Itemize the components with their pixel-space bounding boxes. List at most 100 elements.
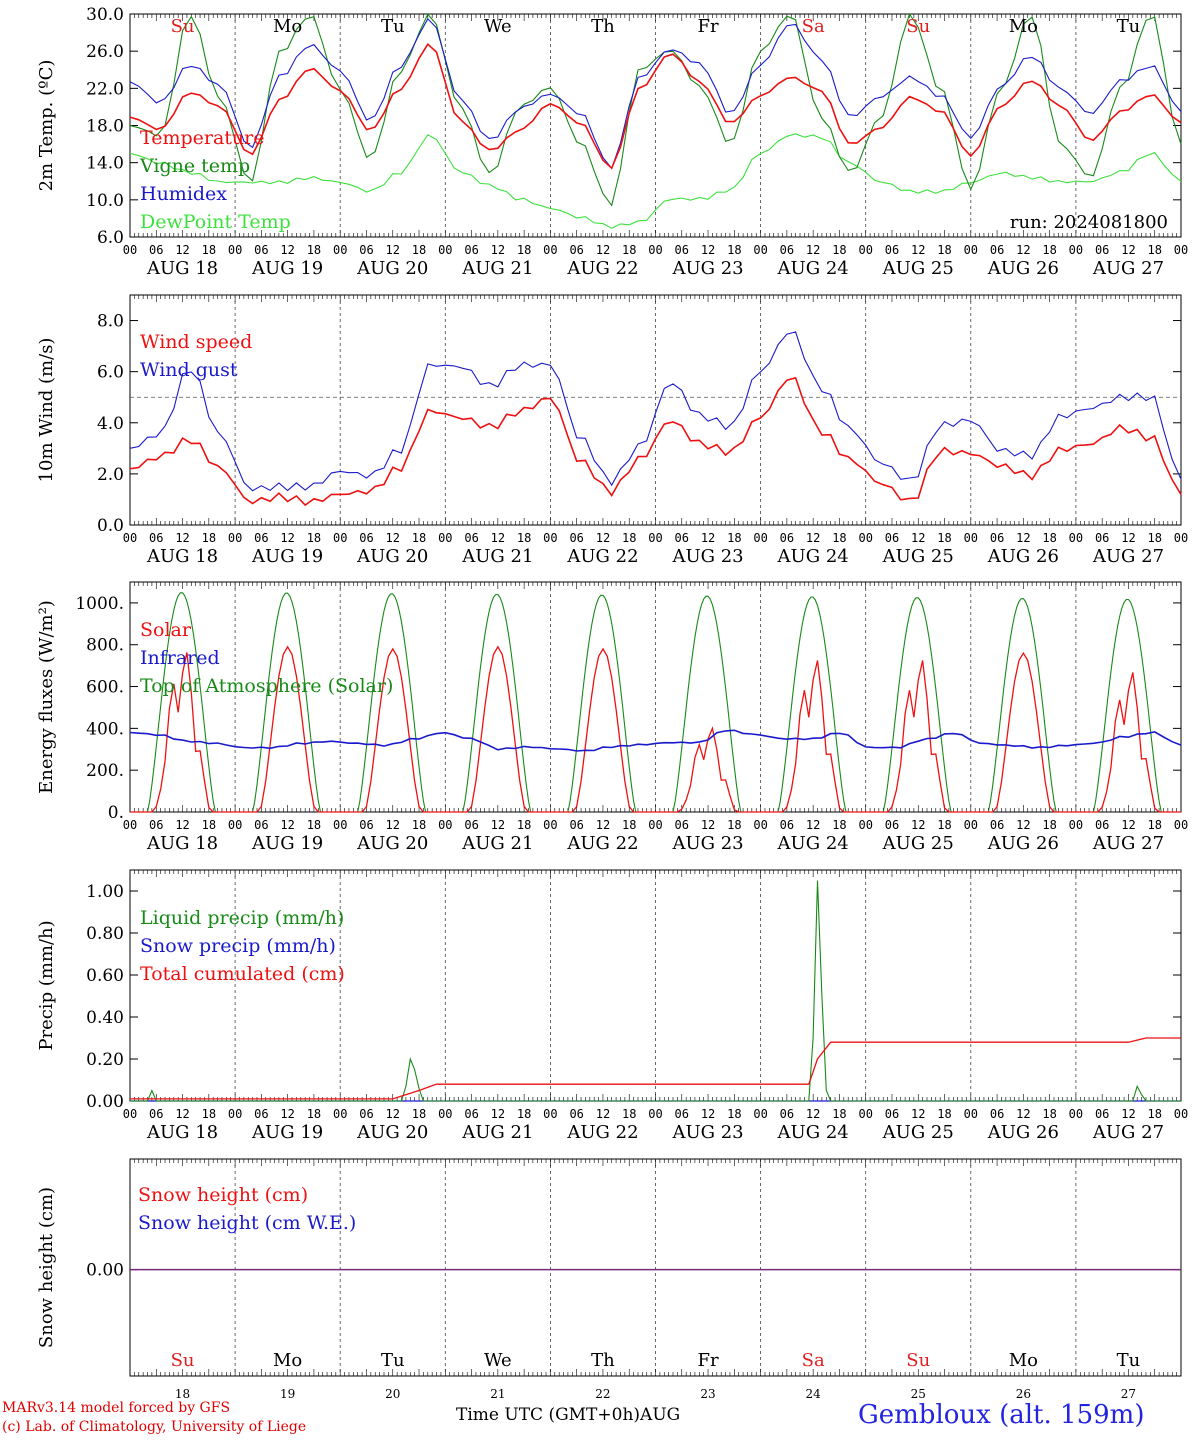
hour-tick-label: 18 [517, 1107, 531, 1121]
hour-tick-label: 18 [1147, 1107, 1161, 1121]
series-line-wind-speed [129, 376, 1182, 507]
hour-tick-label: 06 [149, 1107, 163, 1121]
day-number-label: 20 [385, 1387, 400, 1401]
legend-entry: Snow height (cm) [138, 1184, 308, 1206]
hour-tick-label: 06 [254, 818, 268, 832]
date-label: AUG 24 [777, 833, 849, 854]
day-number-label: 23 [700, 1387, 715, 1401]
hour-tick-label: 06 [569, 531, 583, 545]
x-axis-title: Time UTC (GMT+0h)AUG [456, 1405, 680, 1425]
hour-tick-label: 00 [964, 243, 978, 257]
hour-tick-label: 00 [858, 818, 872, 832]
hour-tick-label: 18 [622, 531, 636, 545]
hour-tick-label: 00 [123, 531, 137, 545]
hour-tick-label: 00 [438, 1107, 452, 1121]
hour-tick-label: 12 [280, 243, 294, 257]
day-number-label: 25 [911, 1387, 926, 1401]
series-line-liquid-precip [130, 880, 1181, 1102]
hour-tick-label: 18 [727, 1107, 741, 1121]
hour-tick-label: 00 [1174, 243, 1188, 257]
hour-tick-label: 00 [1174, 531, 1188, 545]
hour-tick-label: 00 [648, 243, 662, 257]
weekday-label: Fr [698, 1350, 719, 1371]
weekday-label: Sa [802, 16, 825, 37]
weekday-label: We [484, 16, 512, 37]
weekday-label: Mo [1009, 1350, 1038, 1371]
hour-tick-label: 00 [1069, 531, 1083, 545]
hour-tick-label: 06 [675, 818, 689, 832]
series-line-temperature [129, 42, 1182, 170]
date-label: AUG 21 [461, 1122, 533, 1143]
hour-tick-label: 12 [386, 531, 400, 545]
y-tick-label: 0.00 [86, 1261, 124, 1281]
hour-tick-label: 00 [1069, 243, 1083, 257]
hour-tick-label: 00 [964, 1107, 978, 1121]
hour-tick-label: 12 [175, 243, 189, 257]
day-number-label: 18 [175, 1387, 190, 1401]
y-tick-label: 1.00 [86, 882, 124, 902]
weekday-label: Mo [1009, 16, 1038, 37]
y-tick-label: 200. [86, 761, 124, 781]
hour-tick-label: 00 [648, 531, 662, 545]
legend-entry: Liquid precip (mm/h) [140, 907, 344, 929]
hour-tick-label: 18 [937, 818, 951, 832]
hour-tick-label: 12 [175, 818, 189, 832]
hour-tick-label: 06 [675, 531, 689, 545]
hour-tick-label: 06 [780, 1107, 794, 1121]
hour-tick-label: 06 [359, 243, 373, 257]
weekday-label: Mo [273, 16, 302, 37]
legend-entry: Total cumulated (cm) [140, 963, 345, 985]
hour-tick-label: 18 [1147, 243, 1161, 257]
y-axis-label: 10m Wind (m/s) [36, 338, 57, 483]
y-tick-label: 600. [86, 678, 124, 698]
date-label: AUG 25 [882, 833, 954, 854]
hour-tick-label: 06 [990, 531, 1004, 545]
date-label: AUG 23 [671, 1122, 743, 1143]
y-tick-label: 2.0 [97, 465, 124, 485]
hour-tick-label: 12 [596, 1107, 610, 1121]
hour-tick-label: 06 [990, 243, 1004, 257]
date-label: AUG 23 [671, 546, 743, 567]
date-label: AUG 19 [251, 1122, 323, 1143]
y-tick-label: 22.0 [86, 79, 124, 99]
x-axis-title-text: Time UTC (GMT+0h) [456, 1405, 641, 1425]
date-label: AUG 19 [251, 546, 323, 567]
hour-tick-label: 00 [228, 531, 242, 545]
hour-tick-label: 12 [1016, 818, 1030, 832]
weekday-label: Th [591, 16, 615, 37]
date-label: AUG 19 [251, 833, 323, 854]
hour-tick-label: 18 [307, 818, 321, 832]
hour-tick-label: 12 [701, 1107, 715, 1121]
hour-tick-label: 06 [675, 243, 689, 257]
hour-tick-label: 06 [1095, 1107, 1109, 1121]
hour-tick-label: 00 [858, 243, 872, 257]
hour-tick-label: 06 [254, 243, 268, 257]
hour-tick-label: 18 [307, 531, 321, 545]
hour-tick-label: 18 [412, 243, 426, 257]
hour-tick-label: 18 [202, 1107, 216, 1121]
hour-tick-label: 18 [202, 531, 216, 545]
weekday-label: Th [591, 1350, 615, 1371]
date-label: AUG 25 [882, 546, 954, 567]
hour-tick-label: 06 [990, 818, 1004, 832]
hour-tick-label: 12 [701, 243, 715, 257]
hour-tick-label: 18 [832, 1107, 846, 1121]
hour-tick-label: 06 [464, 1107, 478, 1121]
y-tick-label: 30.0 [86, 5, 124, 25]
date-label: AUG 25 [882, 1122, 954, 1143]
hour-tick-label: 06 [149, 818, 163, 832]
y-tick-label: 6.0 [97, 228, 124, 248]
hour-tick-label: 00 [858, 531, 872, 545]
hour-tick-label: 18 [307, 243, 321, 257]
hour-tick-label: 12 [1121, 531, 1135, 545]
hour-tick-label: 06 [1095, 531, 1109, 545]
hour-tick-label: 18 [412, 1107, 426, 1121]
hour-tick-label: 00 [1069, 818, 1083, 832]
hour-tick-label: 00 [438, 531, 452, 545]
hour-tick-label: 06 [464, 818, 478, 832]
legend-entry: Solar [140, 619, 192, 641]
day-number-label: 21 [490, 1387, 505, 1401]
hour-tick-label: 06 [885, 1107, 899, 1121]
legend-entry: Infrared [140, 647, 220, 669]
